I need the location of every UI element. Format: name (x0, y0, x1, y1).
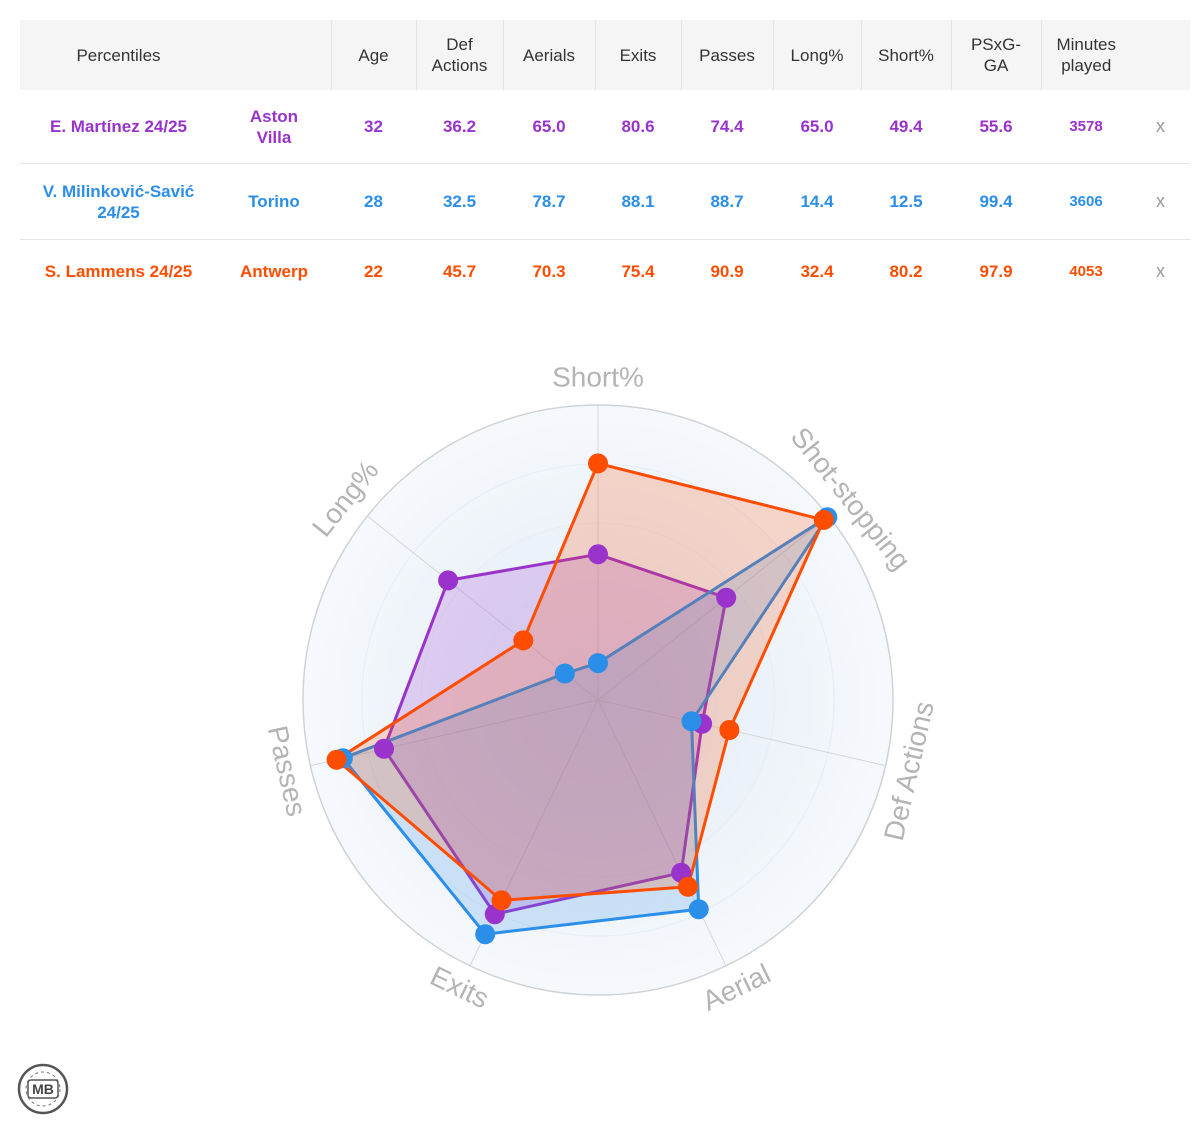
passes-cell: 74.4 (710, 117, 744, 136)
short-pct-cell: 49.4 (889, 117, 923, 136)
radar-spoke (597, 515, 829, 701)
radar-point-2-6[interactable] (513, 630, 534, 651)
age-cell: 22 (364, 261, 383, 281)
radar-point-2-2[interactable] (719, 720, 740, 740)
radar-point-2-4[interactable] (491, 890, 512, 911)
psxg-ga-cell: 97.9 (979, 261, 1013, 281)
header-percentiles: Percentiles (76, 45, 161, 65)
svg-text:MB: MB (32, 1081, 54, 1097)
radar-point-1-4[interactable] (475, 924, 496, 945)
short-pct-cell: 12.5 (889, 192, 923, 211)
comparison-table-container: Percentiles Age Def Actions Aerials Exit… (20, 20, 1190, 302)
long-pct-cell: 32.4 (800, 261, 834, 281)
table-row-martinez: E. Martínez 24/25 Aston Villa 32 36.2 65… (20, 90, 1190, 164)
long-pct-cell: 65.0 (800, 117, 834, 136)
player-name: S. Lammens 24/25 (44, 261, 193, 281)
radar-point-2-5[interactable] (326, 749, 347, 770)
radar-axis-label-0: Short% (552, 361, 644, 392)
table-header-row: Percentiles Age Def Actions Aerials Exit… (20, 20, 1190, 90)
player-name: V. Milinković-Savić 24/25 (42, 181, 195, 222)
header-age[interactable]: Age (330, 20, 416, 90)
remove-row-button[interactable]: x (1156, 191, 1165, 211)
table-row-lammens: S. Lammens 24/25 Antwerp 22 45.7 70.3 75… (20, 239, 1190, 303)
radar-series-1 (341, 515, 829, 936)
header-minutes-played[interactable]: Minutes played (1040, 20, 1131, 90)
def-actions-cell: 45.7 (442, 261, 477, 281)
exits-cell: 75.4 (621, 261, 655, 281)
long-pct-cell: 14.4 (800, 192, 834, 211)
header-def-actions[interactable]: Def Actions (415, 20, 503, 90)
team-name: Aston Villa (249, 106, 299, 147)
radar-spoke (597, 699, 727, 967)
radar-series-2 (335, 461, 826, 902)
def-actions-cell: 32.5 (442, 192, 477, 211)
comparison-table: Percentiles Age Def Actions Aerials Exit… (20, 20, 1190, 302)
psxg-ga-cell: 99.4 (979, 192, 1013, 211)
header-short-pct[interactable]: Short% (860, 20, 951, 90)
header-passes[interactable]: Passes (680, 20, 773, 90)
team-name: Torino (248, 192, 300, 211)
header-psxg-ga[interactable]: PSxG- GA (950, 20, 1041, 90)
header-long-pct[interactable]: Long% (772, 20, 861, 90)
table-row-milinkovic-savic: V. Milinković-Savić 24/25 Torino 28 32.5… (20, 163, 1190, 240)
header-aerials[interactable]: Aerials (502, 20, 595, 90)
team-name: Antwerp (240, 261, 308, 281)
passes-cell: 90.9 (710, 261, 744, 281)
radar-point-2-1[interactable] (813, 509, 834, 530)
remove-row-button[interactable]: x (1156, 116, 1165, 136)
exits-cell: 80.6 (621, 117, 655, 136)
exits-cell: 88.1 (621, 192, 655, 211)
age-cell: 28 (364, 192, 383, 211)
radar-point-0-1[interactable] (716, 587, 737, 608)
def-actions-cell: 36.2 (442, 117, 477, 136)
radar-point-2-0[interactable] (588, 453, 608, 474)
minutes-cell: 3606 (1069, 193, 1103, 210)
minutes-cell: 4053 (1069, 262, 1103, 280)
radar-point-0-0[interactable] (588, 544, 608, 565)
radar-spoke (597, 699, 886, 767)
mb-logo: MB (17, 1063, 69, 1115)
aerials-cell: 65.0 (532, 117, 566, 136)
passes-cell: 88.7 (710, 192, 744, 211)
psxg-ga-cell: 55.6 (979, 117, 1013, 136)
radar-spoke (310, 699, 599, 767)
minutes-cell: 3578 (1069, 118, 1103, 135)
radar-point-0-6[interactable] (438, 570, 459, 591)
age-cell: 32 (364, 117, 383, 136)
radar-point-2-3[interactable] (678, 876, 698, 897)
header-exits[interactable]: Exits (594, 20, 681, 90)
radar-point-1-0[interactable] (588, 653, 608, 674)
aerials-cell: 70.3 (532, 261, 566, 281)
radar-point-0-5[interactable] (374, 738, 394, 759)
remove-row-button[interactable]: x (1156, 260, 1165, 281)
radar-point-1-3[interactable] (688, 899, 709, 920)
short-pct-cell: 80.2 (889, 261, 923, 281)
radar-point-1-2[interactable] (681, 711, 702, 732)
player-name: E. Martínez 24/25 (49, 117, 187, 136)
radar-point-1-6[interactable] (554, 663, 575, 684)
aerials-cell: 78.7 (532, 192, 566, 211)
